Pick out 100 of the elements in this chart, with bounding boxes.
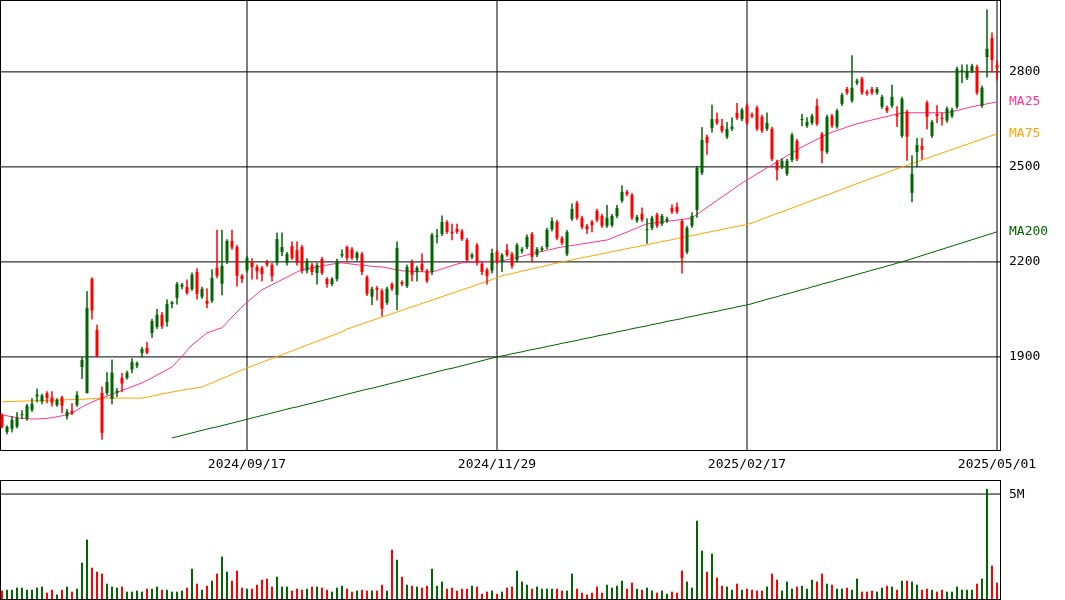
bar [901,580,903,599]
bar [646,587,648,599]
bar [21,587,23,599]
bar [501,591,503,599]
y-tick-label: 2800 [1009,63,1041,79]
bar [201,589,203,599]
bar [856,578,858,599]
candlestick [340,249,344,258]
bar [316,586,318,599]
bar [256,584,258,599]
candlestick [850,55,854,103]
bar [141,591,143,599]
bar [281,586,283,599]
candlestick [455,223,459,234]
bar [771,573,773,599]
bar [336,587,338,599]
bar [86,539,88,599]
candlestick [435,229,439,244]
bar [671,591,673,599]
candlestick [520,247,524,254]
bar [181,590,183,599]
bar [441,581,443,599]
bar [171,591,173,599]
bar [111,586,113,599]
candlestick [215,229,219,279]
bar [541,588,543,599]
bar [611,587,613,599]
bar [531,588,533,599]
candlestick [280,232,284,257]
bar [621,580,623,599]
bar [716,577,718,599]
bar [616,585,618,599]
bar [951,591,953,599]
bar [436,585,438,599]
bar [806,588,808,599]
bar [811,579,813,599]
bar [631,582,633,599]
bar [206,585,208,599]
bar [311,586,313,599]
bar [31,589,33,599]
bar [656,592,658,599]
bar [696,520,698,599]
bar [871,590,873,599]
bar [96,571,98,599]
y-tick-label: 2500 [1009,158,1041,174]
candlestick [960,64,964,84]
bar [61,589,63,599]
bar [71,591,73,599]
candlestick [115,388,119,397]
bar [736,583,738,599]
bar [761,590,763,599]
bar [166,589,168,599]
bar [416,586,418,599]
candlestick [710,104,714,133]
bar [921,589,923,599]
series-label: MA75 [1009,125,1041,141]
bar [491,590,493,599]
bar [156,586,158,599]
bar [381,584,383,599]
bar [146,588,148,599]
bar [331,591,333,599]
bar [386,590,388,599]
y-tick-label: 1900 [1009,348,1041,364]
bar [36,587,38,599]
bar [151,588,153,599]
bar [291,590,293,599]
candlestick [995,60,999,81]
bar [431,568,433,599]
bar [91,567,93,599]
bar [601,592,603,599]
bar [41,586,43,599]
bar [521,581,523,599]
bar [1,590,3,599]
y-tick-label: 2200 [1009,253,1041,269]
bar [596,586,598,599]
bar [106,583,108,599]
bar [361,589,363,599]
bar [836,588,838,599]
bar [741,589,743,599]
bar [391,549,393,599]
bar [791,588,793,599]
bar [816,581,818,599]
bar [116,587,118,599]
bar [251,588,253,599]
bar [351,591,353,599]
series-label: MA25 [1009,93,1041,109]
line-series [171,231,998,439]
bar [581,592,583,599]
bar [376,590,378,599]
bar [681,570,683,599]
bar [641,589,643,599]
bar [756,590,758,599]
candlestick [645,218,649,244]
bar [11,589,13,599]
bar [546,588,548,599]
candlestick [170,300,174,309]
x-tick-label: 2025/05/01 [957,456,1037,471]
candlestick [250,258,254,280]
bar [561,590,563,599]
bar [751,589,753,599]
